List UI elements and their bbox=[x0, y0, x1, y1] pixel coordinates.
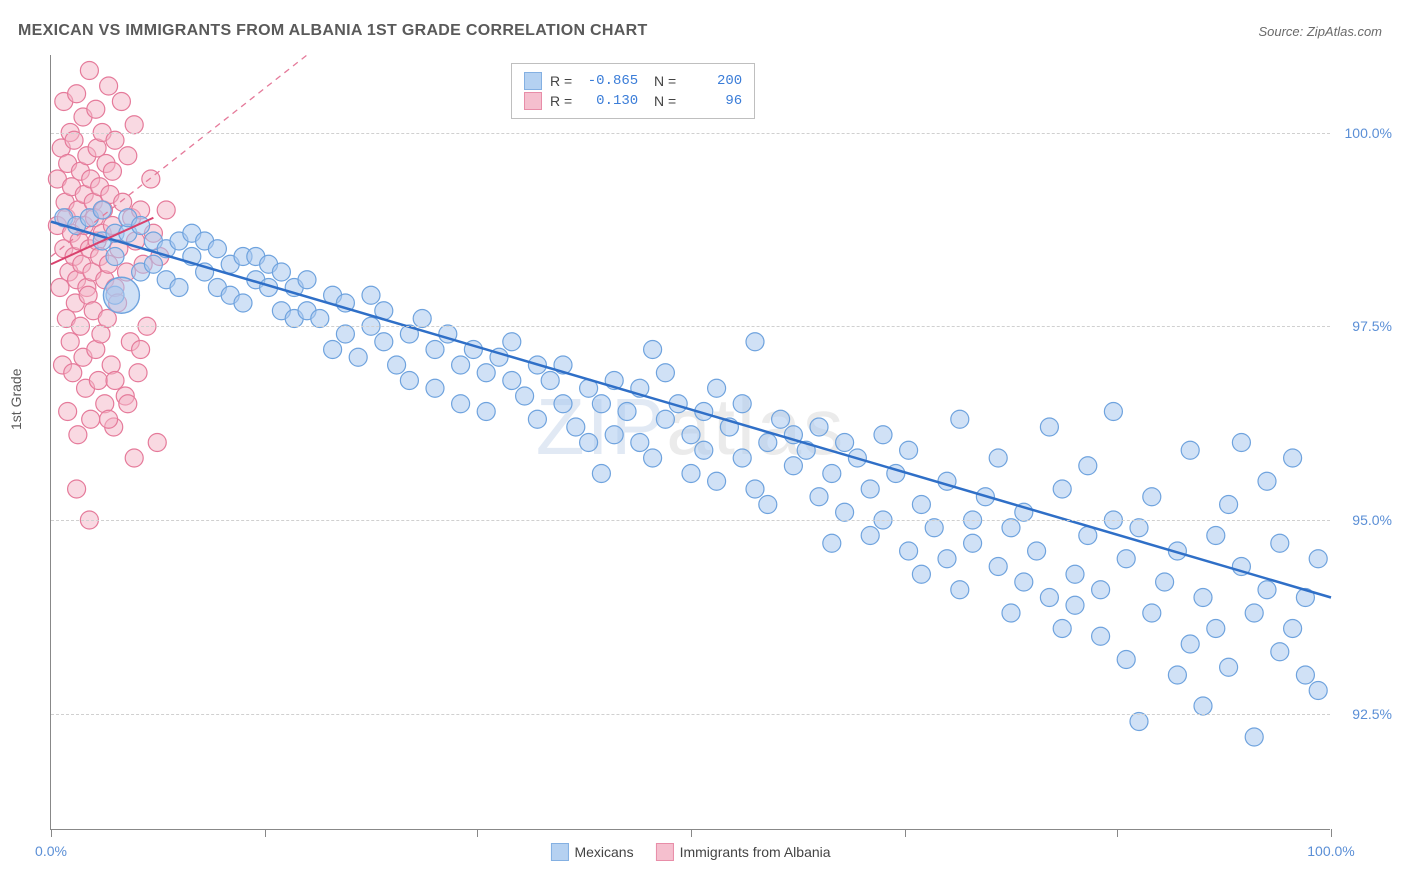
stat-r-label: R = bbox=[550, 73, 572, 89]
x-tick bbox=[265, 829, 266, 837]
legend-label-albania: Immigrants from Albania bbox=[680, 844, 831, 860]
stats-row-mexicans: R = -0.865 N = 200 bbox=[524, 72, 742, 90]
stat-r-label: R = bbox=[550, 93, 572, 109]
swatch-albania bbox=[524, 92, 542, 110]
stat-n-albania: 96 bbox=[684, 93, 742, 109]
x-tick bbox=[51, 829, 52, 837]
y-tick-label: 92.5% bbox=[1352, 706, 1392, 722]
stat-r-albania: 0.130 bbox=[580, 93, 638, 109]
stat-n-mexicans: 200 bbox=[684, 73, 742, 89]
plot-area: ZIPatlas R = -0.865 N = 200 R = 0.130 N … bbox=[50, 55, 1330, 830]
legend-item-mexicans: Mexicans bbox=[550, 843, 633, 861]
x-tick-label: 0.0% bbox=[35, 843, 67, 859]
gridline-h bbox=[51, 133, 1330, 134]
source-attribution: Source: ZipAtlas.com bbox=[1258, 24, 1382, 39]
y-axis-label: 1st Grade bbox=[8, 369, 24, 430]
y-tick-label: 95.0% bbox=[1352, 512, 1392, 528]
gridline-h bbox=[51, 326, 1330, 327]
legend-swatch-albania bbox=[656, 843, 674, 861]
bottom-legend: Mexicans Immigrants from Albania bbox=[550, 843, 830, 861]
legend-swatch-mexicans bbox=[550, 843, 568, 861]
x-tick bbox=[1117, 829, 1118, 837]
stats-row-albania: R = 0.130 N = 96 bbox=[524, 92, 742, 110]
gridline-h bbox=[51, 520, 1330, 521]
swatch-mexicans bbox=[524, 72, 542, 90]
y-tick-label: 100.0% bbox=[1345, 125, 1392, 141]
stat-n-label: N = bbox=[646, 93, 676, 109]
x-tick bbox=[905, 829, 906, 837]
x-tick-label: 100.0% bbox=[1307, 843, 1354, 859]
x-tick bbox=[691, 829, 692, 837]
legend-label-mexicans: Mexicans bbox=[574, 844, 633, 860]
stat-n-label: N = bbox=[646, 73, 676, 89]
chart-title: MEXICAN VS IMMIGRANTS FROM ALBANIA 1ST G… bbox=[18, 22, 648, 40]
gridline-h bbox=[51, 714, 1330, 715]
x-tick bbox=[1331, 829, 1332, 837]
legend-item-albania: Immigrants from Albania bbox=[656, 843, 831, 861]
y-tick-label: 97.5% bbox=[1352, 318, 1392, 334]
stat-r-mexicans: -0.865 bbox=[580, 73, 638, 89]
x-tick bbox=[477, 829, 478, 837]
stats-legend-box: R = -0.865 N = 200 R = 0.130 N = 96 bbox=[511, 63, 755, 119]
